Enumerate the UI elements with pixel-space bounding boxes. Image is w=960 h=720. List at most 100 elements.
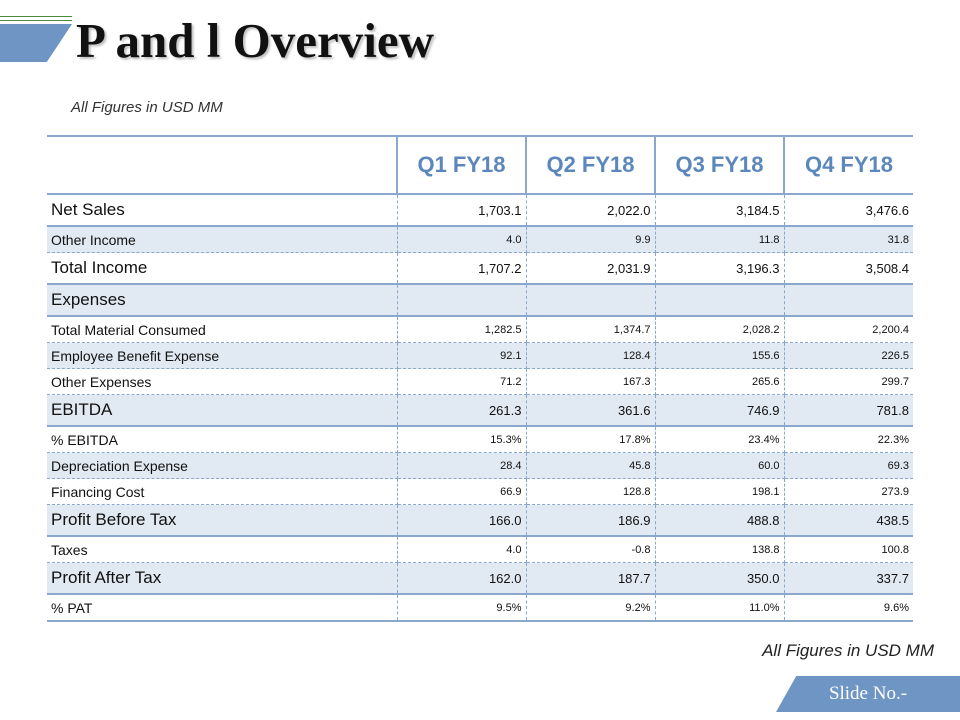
units-note-top: All Figures in USD MM (71, 99, 223, 116)
row-label: Financing Cost (47, 478, 398, 505)
row-label: Depreciation Expense (47, 452, 398, 479)
value-cell-q4: 273.9 (784, 478, 913, 505)
row-label: Profit After Tax (47, 562, 398, 595)
row-label: Total Income (47, 252, 398, 285)
table-row: Depreciation Expense 28.4 45.8 60.0 69.3 (47, 452, 913, 479)
value-cell-q1: 92.1 (397, 342, 527, 369)
column-header-q2: Q2 FY18 (526, 135, 656, 195)
table-header-row: Q1 FY18 Q2 FY18 Q3 FY18 Q4 FY18 (47, 135, 913, 195)
value-cell-q1: 261.3 (397, 394, 527, 427)
value-cell-q1: 1,282.5 (397, 316, 527, 343)
value-cell-q3 (655, 284, 785, 317)
value-cell-q1: 71.2 (397, 368, 527, 395)
value-cell-q2: 186.9 (526, 504, 656, 537)
column-header-q3: Q3 FY18 (655, 135, 785, 195)
row-label: Other Expenses (47, 368, 398, 395)
value-cell-q4: 31.8 (784, 226, 913, 253)
value-cell-q1: 4.0 (397, 226, 527, 253)
value-cell-q3: 60.0 (655, 452, 785, 479)
table-row: Profit Before Tax 166.0 186.9 488.8 438.5 (47, 504, 913, 537)
value-cell-q3: 11.8 (655, 226, 785, 253)
table-row: Total Material Consumed 1,282.5 1,374.7 2,0… (47, 316, 913, 343)
value-cell-q1: 1,707.2 (397, 252, 527, 285)
table-row: % PAT 9.5% 9.2% 11.0% 9.6% (47, 594, 913, 622)
value-cell-q3: 11.0% (655, 594, 785, 622)
row-label: Other Income (47, 226, 398, 253)
value-cell-q2: 2,031.9 (526, 252, 656, 285)
value-cell-q3: 746.9 (655, 394, 785, 427)
value-cell-q3: 3,184.5 (655, 194, 785, 227)
value-cell-q1: 4.0 (397, 536, 527, 563)
column-header-q1: Q1 FY18 (397, 135, 527, 195)
page-title: P and l Overview (76, 13, 434, 68)
table-row: EBITDA 261.3 361.6 746.9 781.8 (47, 394, 913, 427)
value-cell-q2: 9.2% (526, 594, 656, 622)
row-label: Net Sales (47, 194, 398, 227)
row-label: % EBITDA (47, 426, 398, 453)
value-cell-q2: 1,374.7 (526, 316, 656, 343)
value-cell-q2: -0.8 (526, 536, 656, 563)
value-cell-q4: 3,508.4 (784, 252, 913, 285)
value-cell-q3: 488.8 (655, 504, 785, 537)
value-cell-q3: 23.4% (655, 426, 785, 453)
table-row: Employee Benefit Expense 92.1 128.4 155.6 22… (47, 342, 913, 369)
title-accent-shape (0, 24, 72, 62)
value-cell-q2: 128.4 (526, 342, 656, 369)
row-label: Employee Benefit Expense (47, 342, 398, 369)
row-label: Expenses (47, 284, 398, 317)
value-cell-q4: 9.6% (784, 594, 913, 622)
value-cell-q1: 28.4 (397, 452, 527, 479)
table-row: Net Sales 1,703.1 2,022.0 3,184.5 3,476.6 (47, 194, 913, 227)
table-row: % EBITDA 15.3% 17.8% 23.4% 22.3% (47, 426, 913, 453)
value-cell-q1: 15.3% (397, 426, 527, 453)
value-cell-q1: 166.0 (397, 504, 527, 537)
value-cell-q4: 22.3% (784, 426, 913, 453)
table-row: Expenses (47, 284, 913, 317)
row-label: Profit Before Tax (47, 504, 398, 537)
value-cell-q1: 162.0 (397, 562, 527, 595)
units-note-bottom: All Figures in USD MM (762, 641, 934, 660)
table-row: Financing Cost 66.9 128.8 198.1 273.9 (47, 478, 913, 505)
value-cell-q4: 3,476.6 (784, 194, 913, 227)
value-cell-q2: 128.8 (526, 478, 656, 505)
value-cell-q2: 45.8 (526, 452, 656, 479)
value-cell-q1 (397, 284, 527, 317)
value-cell-q2: 167.3 (526, 368, 656, 395)
value-cell-q3: 3,196.3 (655, 252, 785, 285)
value-cell-q3: 138.8 (655, 536, 785, 563)
value-cell-q4: 100.8 (784, 536, 913, 563)
value-cell-q4: 226.5 (784, 342, 913, 369)
row-label: Taxes (47, 536, 398, 563)
table-row: Profit After Tax 162.0 187.7 350.0 337.7 (47, 562, 913, 595)
value-cell-q1: 66.9 (397, 478, 527, 505)
value-cell-q1: 1,703.1 (397, 194, 527, 227)
value-cell-q3: 198.1 (655, 478, 785, 505)
value-cell-q3: 2,028.2 (655, 316, 785, 343)
value-cell-q4 (784, 284, 913, 317)
row-label: % PAT (47, 594, 398, 622)
value-cell-q4: 299.7 (784, 368, 913, 395)
value-cell-q4: 2,200.4 (784, 316, 913, 343)
value-cell-q4: 781.8 (784, 394, 913, 427)
value-cell-q4: 337.7 (784, 562, 913, 595)
table-body: Net Sales 1,703.1 2,022.0 3,184.5 3,476.6 Oth… (47, 194, 913, 622)
row-label: EBITDA (47, 394, 398, 427)
table-row: Other Expenses 71.2 167.3 265.6 299.7 (47, 368, 913, 395)
header-blank-cell (47, 135, 398, 195)
table-row: Other Income 4.0 9.9 11.8 31.8 (47, 226, 913, 253)
column-header-q4: Q4 FY18 (784, 135, 913, 195)
table-row: Total Income 1,707.2 2,031.9 3,196.3 3,508.4 (47, 252, 913, 285)
title-decoration-lines (0, 16, 72, 24)
value-cell-q2 (526, 284, 656, 317)
value-cell-q1: 9.5% (397, 594, 527, 622)
value-cell-q4: 438.5 (784, 504, 913, 537)
row-label: Total Material Consumed (47, 316, 398, 343)
value-cell-q4: 69.3 (784, 452, 913, 479)
value-cell-q3: 155.6 (655, 342, 785, 369)
value-cell-q3: 265.6 (655, 368, 785, 395)
value-cell-q2: 2,022.0 (526, 194, 656, 227)
value-cell-q2: 17.8% (526, 426, 656, 453)
value-cell-q2: 187.7 (526, 562, 656, 595)
value-cell-q2: 361.6 (526, 394, 656, 427)
value-cell-q3: 350.0 (655, 562, 785, 595)
